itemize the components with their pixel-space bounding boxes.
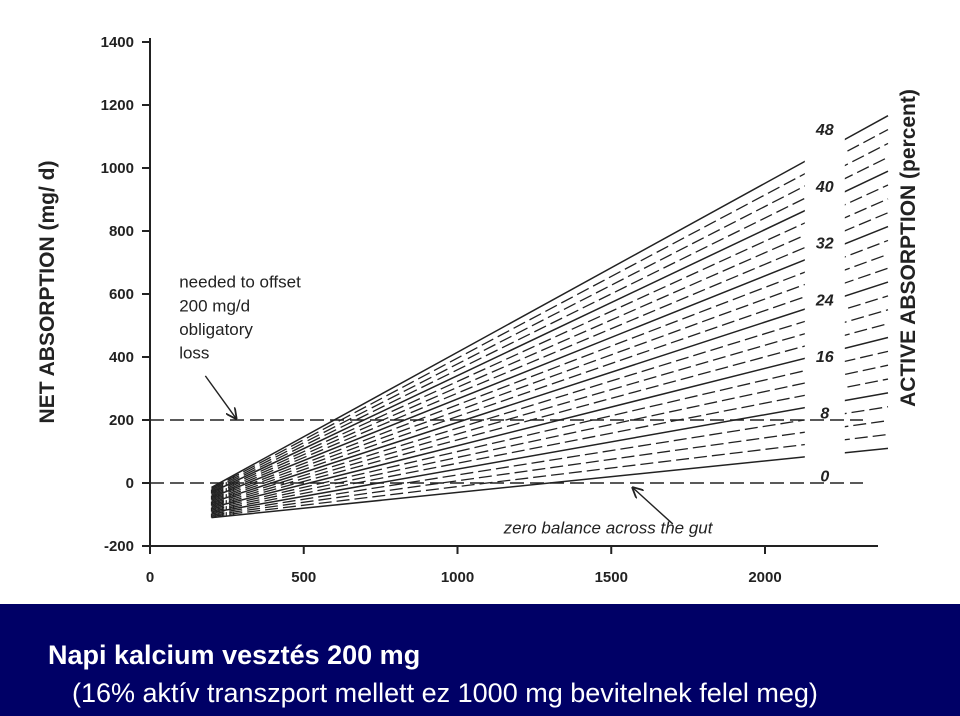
series-line-16 — [211, 336, 889, 509]
series-dash-line — [211, 350, 889, 510]
x-tick-label-2000: 2000 — [748, 569, 781, 586]
y-tick-label-200: 200 — [109, 412, 134, 429]
series-label-8: 8 — [820, 406, 829, 423]
y-tick-label-1400: 1400 — [101, 34, 134, 51]
y-tick-label--200: -200 — [104, 538, 134, 555]
caption-panel: Napi kalcium vesztés 200 mg (16% aktív t… — [0, 604, 960, 716]
series-dash-line — [211, 184, 889, 495]
series-label-16: 16 — [816, 349, 834, 366]
offset-annotation-line-4: loss — [179, 344, 209, 363]
series-dash-line — [211, 128, 889, 490]
y2-axis-title: ACTIVE ABSORPTION (percent) — [897, 89, 920, 407]
x-tick-label-500: 500 — [291, 569, 316, 586]
series-dash-line — [211, 378, 889, 512]
x-tick-label-1000: 1000 — [441, 569, 474, 586]
series-dash-line — [211, 419, 889, 516]
series-dash-line — [211, 322, 889, 507]
offset-annotation-line-2: 200 mg/d — [179, 296, 250, 315]
y-axis-title: NET ABSORPTION (mg/ d) — [36, 161, 59, 424]
series-label-0: 0 — [820, 469, 829, 486]
series-dash-line — [211, 212, 889, 497]
x-tick-label-1500: 1500 — [595, 569, 628, 586]
y-tick-label-0: 0 — [126, 475, 134, 492]
caption-subtitle: (16% aktív transzport mellett ez 1000 mg… — [72, 678, 818, 708]
series-dash-line — [211, 142, 889, 491]
series-dash-line — [211, 239, 889, 500]
y-tick-label-800: 800 — [109, 223, 134, 240]
x-tick-label-0: 0 — [146, 569, 154, 586]
annotation-layer: needed to offset 200 mg/d obligatory loss ze… — [179, 273, 714, 538]
offset-annotation-line-3: obligatory — [179, 320, 253, 339]
series-line-24 — [211, 281, 889, 504]
series-label-48: 48 — [815, 122, 834, 139]
series-dash-line — [211, 198, 889, 496]
series-layer: 0 8 16 24 32 40 48 — [211, 57, 889, 519]
dash-layer — [210, 128, 889, 518]
series-dash-line — [211, 253, 889, 501]
series-label-40: 40 — [815, 179, 834, 196]
offset-annotation-line-1: needed to offset — [179, 273, 301, 292]
offset-annotation-arrow — [204, 375, 236, 419]
series-label-24: 24 — [815, 292, 834, 309]
series-dash-line — [211, 433, 889, 518]
series-dash-line — [211, 406, 889, 515]
y-tick-label-1000: 1000 — [101, 160, 134, 177]
series-label-32: 32 — [816, 236, 834, 253]
series-dash-line — [211, 364, 889, 511]
y-tick-label-600: 600 — [109, 286, 134, 303]
series-dash-line — [211, 295, 889, 505]
series-line-8 — [211, 392, 889, 514]
series-line-0 — [211, 447, 889, 519]
caption-title: Napi kalcium vesztés 200 mg — [48, 640, 421, 670]
zero-balance-annotation: zero balance across the gut — [503, 518, 714, 537]
zero-balance-arrow — [633, 488, 674, 525]
y-tick-label-1200: 1200 — [101, 97, 134, 114]
series-line-32 — [211, 225, 889, 499]
label-gap — [804, 57, 845, 502]
series-line-48 — [211, 115, 889, 489]
series-dash-line — [211, 267, 889, 502]
chart-area: 0 8 16 24 32 40 48 -200 0 200 400 600 800 1000 1200 14… — [36, 34, 920, 586]
series-dash-line — [211, 156, 889, 492]
series-dash-line — [211, 309, 889, 506]
series-line-40 — [211, 170, 889, 494]
y-tick-label-400: 400 — [109, 349, 134, 366]
